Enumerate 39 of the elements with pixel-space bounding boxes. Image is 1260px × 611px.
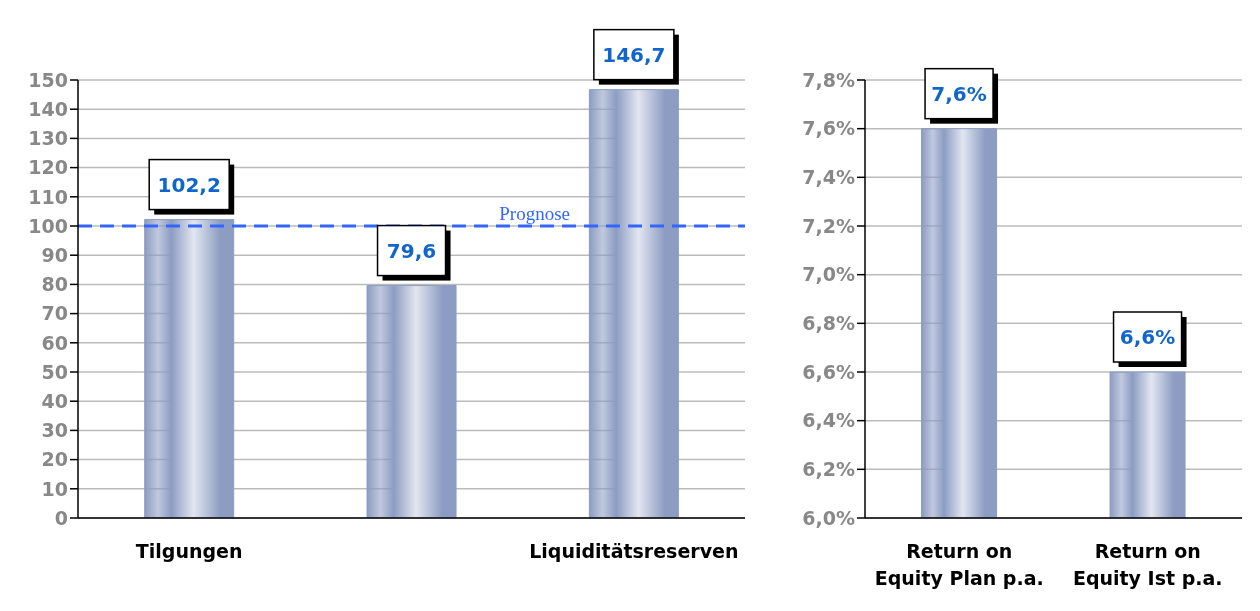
y-tick-label: 100 [28, 214, 68, 237]
y-tick-label: 120 [28, 156, 68, 179]
y-tick-label: 7,8% [802, 68, 855, 91]
y-tick-label: 60 [41, 331, 68, 354]
y-tick-label: 90 [41, 243, 68, 266]
y-tick-label: 10 [41, 477, 68, 500]
y-tick-label: 6,4% [802, 409, 855, 432]
y-tick-label: 80 [41, 273, 68, 296]
y-tick-label: 7,6% [802, 117, 855, 140]
y-tick-label: 70 [41, 302, 68, 325]
y-tick-label: 110 [28, 185, 68, 208]
y-tick-label: 7,4% [802, 166, 855, 189]
x-tick-label: Tilgungen [135, 540, 243, 562]
data-label: 7,6% [931, 81, 987, 106]
y-tick-label: 6,6% [802, 360, 855, 383]
y-tick-label: 130 [28, 127, 68, 150]
x-tick-label: Liquiditätsreserven [529, 540, 739, 562]
data-label: 102,2 [157, 172, 221, 197]
y-tick-label: 0 [54, 506, 68, 529]
data-label: 79,6 [386, 238, 437, 263]
data-label: 6,6% [1119, 325, 1176, 349]
y-tick-label: 6,2% [802, 458, 855, 481]
y-tick-label: 20 [41, 448, 68, 471]
data-label: 146,7 [602, 42, 666, 67]
bar [366, 285, 457, 518]
y-tick-label: 40 [41, 389, 68, 412]
y-tick-label: 50 [41, 360, 68, 383]
y-tick-label: 7,2% [802, 214, 855, 237]
y-tick-label: 140 [28, 97, 68, 120]
y-tick-label: 7,0% [802, 263, 855, 286]
bar [144, 219, 235, 518]
y-tick-label: 30 [41, 419, 68, 442]
x-tick-label: Return on Equity Plan p.a. [874, 540, 1044, 589]
y-tick-label: 6,8% [802, 312, 855, 335]
bar [588, 89, 679, 518]
ref-line-label: Prognose [499, 203, 570, 224]
y-tick-label: 6,0% [802, 506, 855, 529]
y-tick-label: 150 [28, 68, 68, 91]
x-tick-label: Return on Equity Ist p.a. [1072, 540, 1223, 589]
